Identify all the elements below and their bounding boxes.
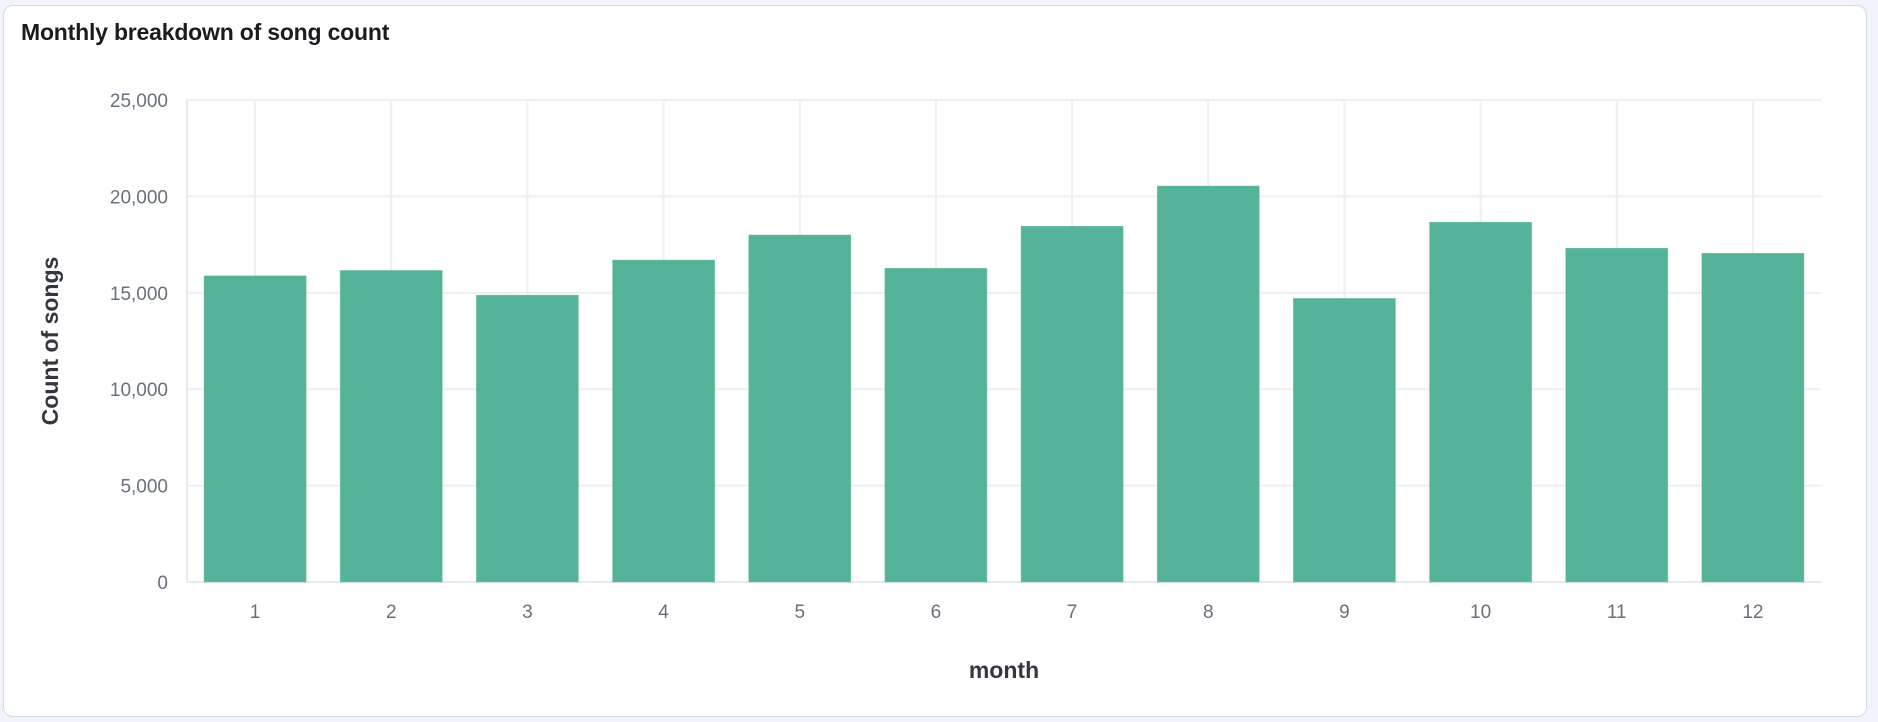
bar-month-11[interactable] [1565, 248, 1669, 583]
bar-month-6[interactable] [884, 268, 988, 583]
x-tick-label: 1 [250, 602, 261, 623]
panel-title: Monthly breakdown of song count [21, 19, 390, 45]
y-axis: 0 5,000 10,000 15,000 20,000 25,000 [110, 91, 168, 594]
x-axis-title: month [969, 657, 1039, 683]
x-tick-label: 3 [522, 602, 533, 623]
x-tick-label: 8 [1203, 602, 1214, 623]
bar-month-2[interactable] [339, 270, 443, 583]
x-tick-label: 7 [1067, 602, 1078, 623]
y-tick-label: 5,000 [120, 477, 168, 498]
y-axis-title: Count of songs [37, 257, 63, 426]
bar-month-12[interactable] [1701, 253, 1805, 583]
y-tick-label: 20,000 [110, 187, 168, 208]
x-axis: 1 2 3 4 5 6 7 8 9 10 11 12 [250, 602, 1764, 623]
bar-month-4[interactable] [612, 259, 715, 583]
bar-month-10[interactable] [1429, 221, 1532, 583]
bar-month-7[interactable] [1020, 226, 1124, 583]
bars [203, 185, 1805, 583]
x-tick-label: 5 [794, 602, 805, 623]
x-tick-label: 9 [1339, 602, 1350, 623]
x-tick-label: 12 [1742, 602, 1763, 623]
x-tick-label: 2 [386, 602, 397, 623]
bar-month-5[interactable] [748, 234, 852, 583]
x-tick-label: 4 [658, 602, 669, 623]
bar-month-8[interactable] [1156, 185, 1260, 583]
y-tick-label: 15,000 [110, 284, 168, 305]
x-tick-label: 11 [1607, 602, 1627, 623]
y-tick-label: 10,000 [110, 380, 168, 401]
bar-month-1[interactable] [203, 275, 307, 583]
x-tick-label: 10 [1470, 602, 1491, 623]
y-tick-label: 25,000 [110, 91, 168, 112]
y-tick-label: 0 [157, 573, 168, 594]
x-tick-label: 6 [931, 602, 942, 623]
bar-month-3[interactable] [476, 294, 579, 583]
bar-month-9[interactable] [1293, 298, 1396, 583]
